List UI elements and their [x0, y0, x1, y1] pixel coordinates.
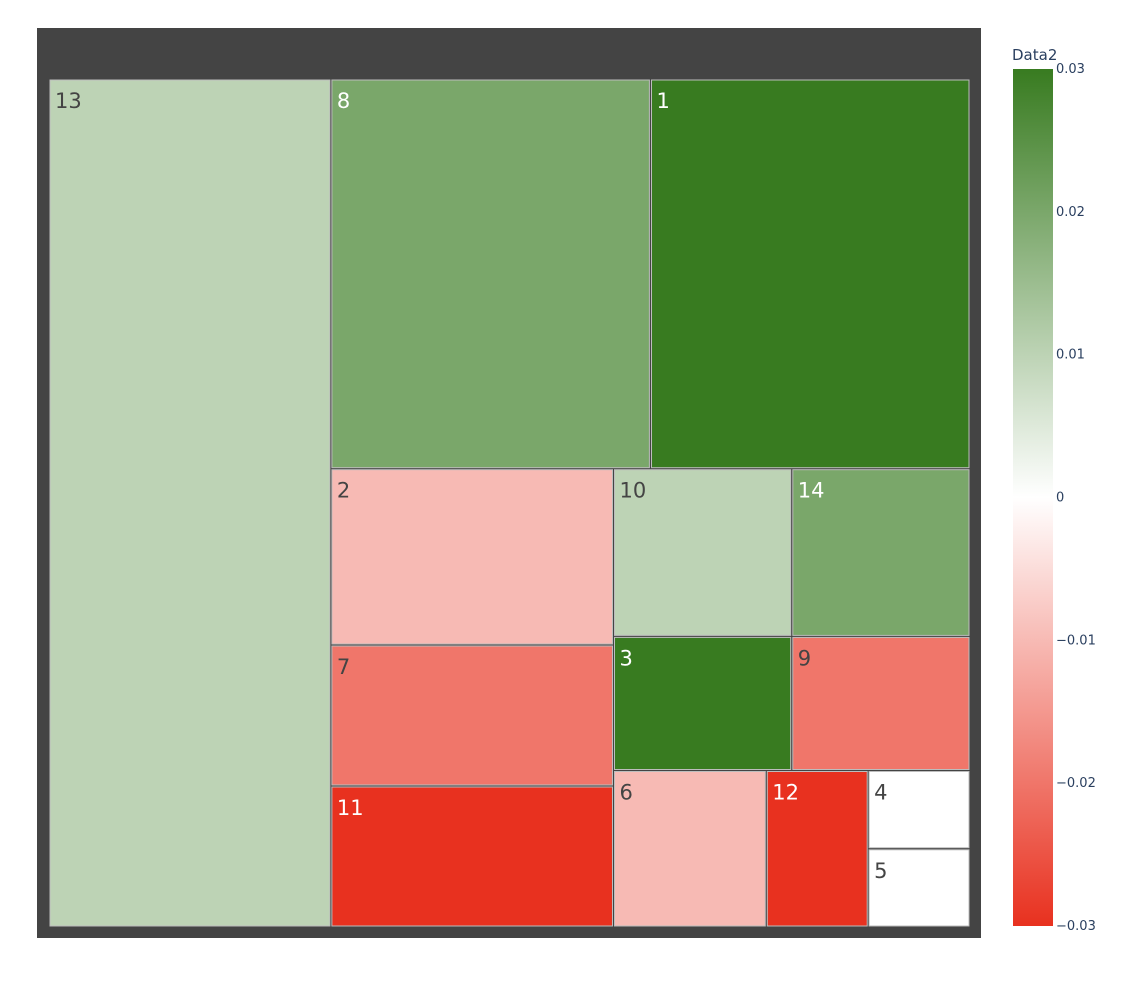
colorbar-tick-label: −0.02: [1056, 776, 1096, 791]
treemap-tile-rect[interactable]: [792, 636, 970, 771]
colorbar-tick-label: −0.03: [1056, 919, 1096, 934]
treemap-tile-7[interactable]: 7: [331, 645, 613, 786]
colorbar-gradient: [1013, 69, 1053, 926]
treemap-tile-label: 14: [798, 479, 825, 503]
treemap-tile-rect[interactable]: [792, 469, 970, 636]
colorbar-tick-label: −0.01: [1056, 633, 1096, 648]
treemap-tile-4[interactable]: 4: [868, 771, 970, 849]
colorbar-tick-label: 0.03: [1056, 62, 1085, 77]
treemap-tile-1[interactable]: 1: [651, 79, 970, 469]
treemap-tile-label: 1: [657, 89, 670, 113]
treemap-tile-rect[interactable]: [331, 469, 613, 645]
colorbar-tick-label: 0.01: [1056, 348, 1085, 363]
treemap-tile-label: 8: [337, 89, 350, 113]
treemap-tile-8[interactable]: 8: [331, 79, 650, 469]
treemap-tile-label: 5: [874, 859, 887, 883]
treemap-tile-rect[interactable]: [614, 469, 792, 636]
treemap-tile-rect[interactable]: [49, 79, 331, 927]
treemap-tile-label: 9: [798, 646, 811, 670]
colorbar-ticks: 0.03 0.02 0.01 0 −0.01 −0.02 −0.03: [1056, 62, 1096, 934]
treemap-tile-3[interactable]: 3: [614, 636, 792, 771]
treemap-tile-rect[interactable]: [614, 636, 792, 771]
treemap-tile-rect[interactable]: [614, 771, 766, 927]
treemap-tile-label: 6: [620, 781, 633, 805]
treemap-tile-label: 10: [620, 479, 647, 503]
colorbar: Data2 0.03 0.02 0.01 0 −0.01 −0.02 −0.03: [1012, 46, 1096, 934]
treemap-tile-rect[interactable]: [868, 849, 970, 927]
treemap-tile-label: 2: [337, 479, 350, 503]
treemap-tile-rect[interactable]: [651, 79, 970, 469]
colorbar-tick-label: 0: [1056, 491, 1064, 506]
treemap-tile-label: 13: [55, 89, 82, 113]
treemap-tile-9[interactable]: 9: [792, 636, 970, 771]
treemap-tile-13[interactable]: 13: [49, 79, 331, 927]
treemap-tile-rect[interactable]: [868, 771, 970, 849]
treemap-tile-12[interactable]: 12: [766, 771, 868, 927]
treemap-tile-label: 7: [337, 655, 350, 679]
treemap-tile-rect[interactable]: [766, 771, 868, 927]
treemap-tile-label: 3: [620, 646, 633, 670]
treemap-tile-rect[interactable]: [331, 645, 613, 786]
treemap-tile-rect[interactable]: [331, 786, 613, 927]
colorbar-title: Data2: [1012, 46, 1057, 64]
treemap-tile-2[interactable]: 2: [331, 469, 613, 645]
treemap-tile-5[interactable]: 5: [868, 849, 970, 927]
colorbar-tick-label: 0.02: [1056, 205, 1085, 220]
treemap-tile-label: 11: [337, 796, 364, 820]
treemap-tile-rect[interactable]: [331, 79, 650, 469]
treemap-tile-label: 4: [874, 781, 887, 805]
treemap-tile-label: 12: [772, 781, 799, 805]
treemap-tile-11[interactable]: 11: [331, 786, 613, 927]
treemap-tile-14[interactable]: 14: [792, 469, 970, 636]
treemap-tile-6[interactable]: 6: [614, 771, 766, 927]
treemap-tile-10[interactable]: 10: [614, 469, 792, 636]
